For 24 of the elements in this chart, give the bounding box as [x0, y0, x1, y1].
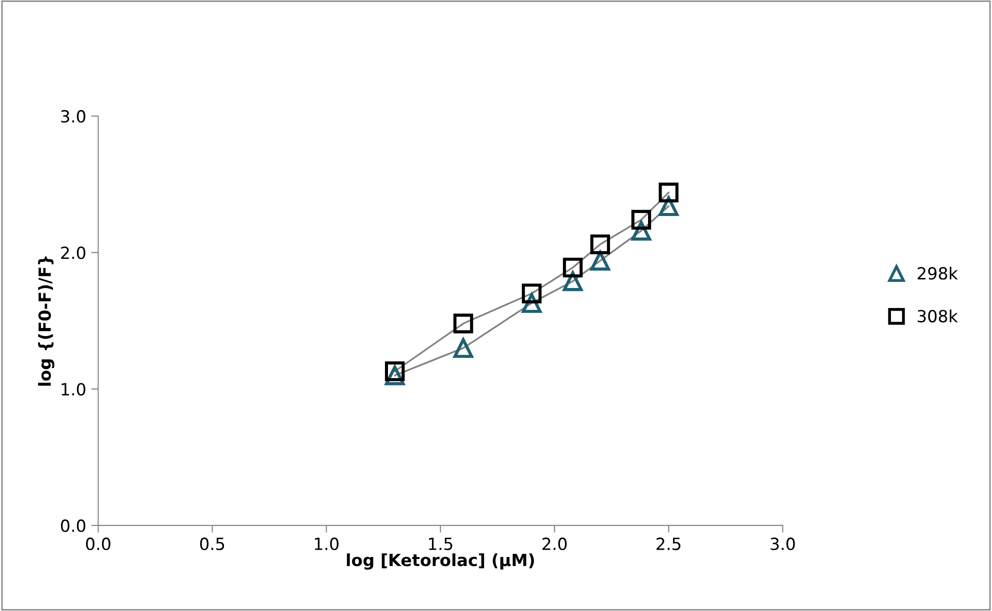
legend-label: 298k [918, 266, 958, 280]
x-tick-label: 0.0 [86, 538, 110, 550]
x-tick-label: 0.5 [200, 538, 224, 550]
point [590, 234, 610, 254]
point [522, 284, 542, 304]
point [562, 258, 583, 278]
point [453, 314, 474, 334]
y-tick-label: 3.0 [61, 110, 86, 123]
x-axis-title: log [Ketorolac] (µM) [346, 553, 534, 570]
point [631, 210, 652, 230]
legend-label: 308k [918, 310, 958, 322]
x-tick-label: 1.5 [429, 538, 452, 550]
x-tick-label: 2.5 [656, 538, 680, 550]
x-tick-label: 3.0 [770, 538, 795, 550]
y-tick-label: 0.0 [60, 519, 86, 532]
point [658, 182, 678, 202]
x-tick-label: 1.0 [314, 538, 339, 550]
point [453, 338, 474, 358]
x-tick-label: 2.0 [542, 538, 567, 550]
y-axis-title: log {(F0-F)/F} [38, 256, 54, 386]
point [384, 361, 405, 382]
point [590, 250, 610, 271]
y-tick-label: 2.0 [61, 246, 86, 260]
y-tick-label: 1.0 [62, 382, 86, 396]
